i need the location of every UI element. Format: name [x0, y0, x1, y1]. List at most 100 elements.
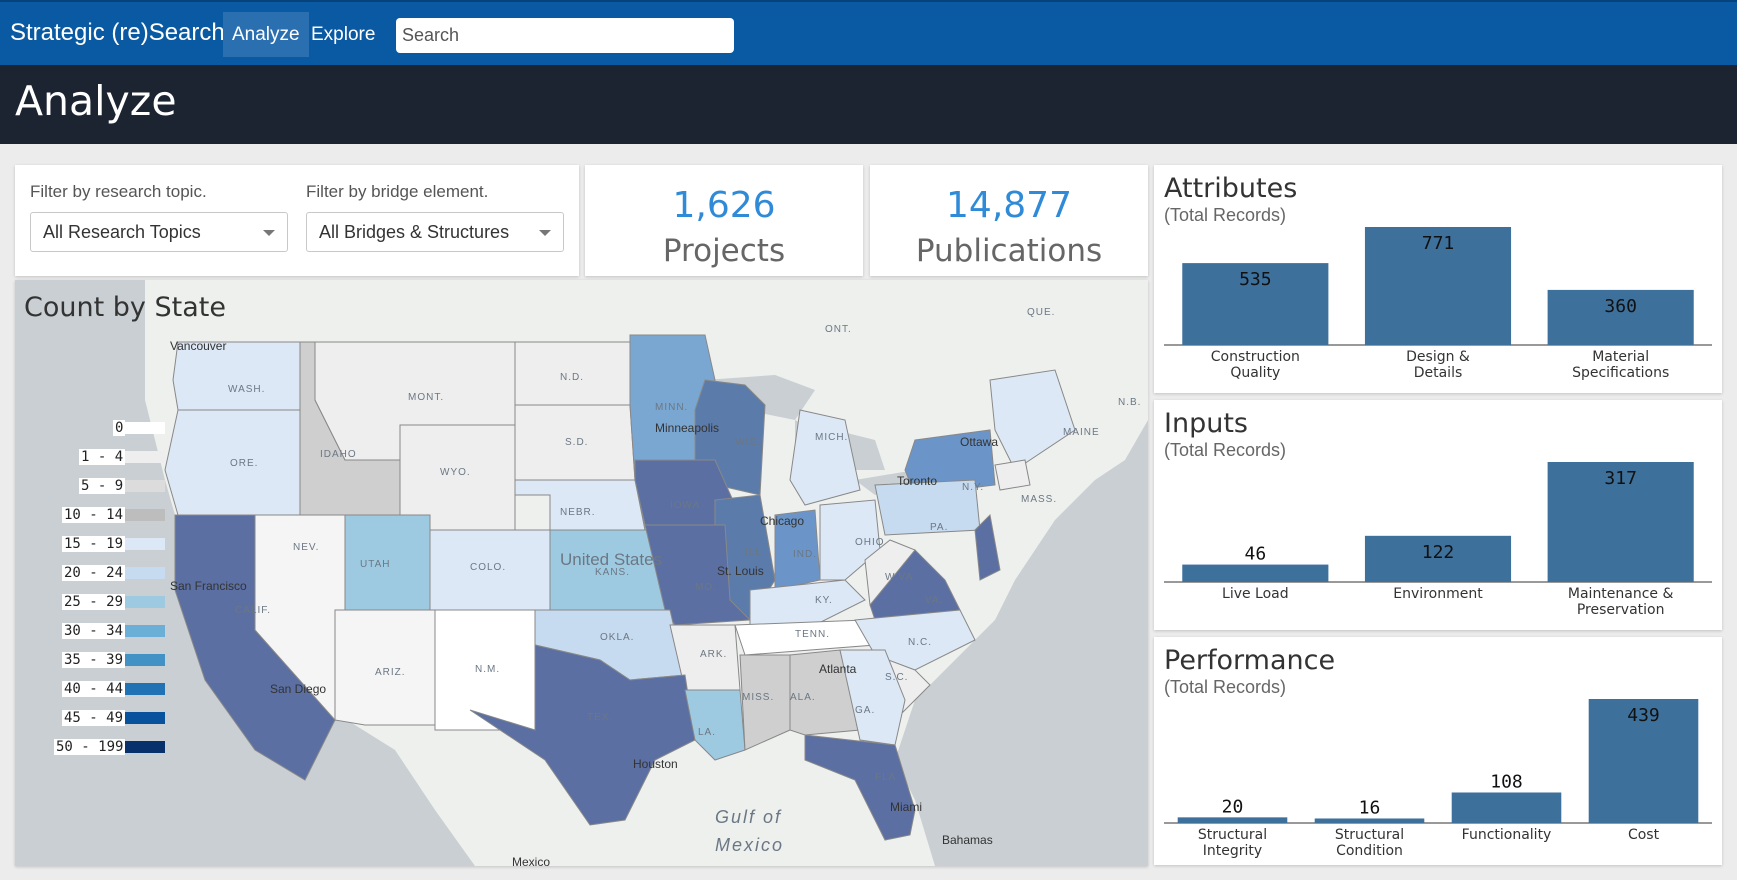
- projects-stat-card: 1,626 Projects: [585, 165, 863, 276]
- bar[interactable]: [1182, 564, 1329, 582]
- legend-swatch: [125, 422, 165, 434]
- legend-label: 20 - 24: [62, 565, 126, 581]
- legend-swatch: [125, 567, 165, 579]
- element-filter-select[interactable]: All Bridges & Structures: [306, 212, 564, 252]
- topic-filter-select[interactable]: All Research Topics: [30, 212, 288, 252]
- map-region-label: N.M.: [475, 664, 500, 675]
- nav-analyze[interactable]: Analyze: [223, 12, 309, 57]
- state-la[interactable]: [684, 689, 746, 761]
- state-nj[interactable]: [974, 513, 1001, 581]
- map-region-label: PA.: [930, 522, 948, 533]
- category-label: Cost: [1628, 827, 1660, 843]
- legend-swatch: [125, 509, 165, 521]
- inputs-chart-title: Inputs: [1164, 408, 1248, 439]
- legend-label: 35 - 39: [62, 652, 126, 668]
- map-region-label: QUE.: [1027, 307, 1055, 318]
- map-region-label: MICH.: [815, 432, 848, 443]
- map-region-label: ARK.: [700, 649, 727, 660]
- search-input[interactable]: [396, 18, 734, 53]
- bar[interactable]: [1364, 535, 1512, 582]
- map-region-label: CALIF.: [235, 605, 271, 616]
- filters-card: Filter by research topic. All Research T…: [15, 165, 579, 276]
- state-fl[interactable]: [804, 734, 916, 841]
- bar[interactable]: [1182, 263, 1329, 345]
- bar[interactable]: [1314, 818, 1425, 823]
- city-label: Atlanta: [819, 662, 857, 676]
- legend-swatch: [125, 683, 165, 695]
- legend-label: 30 - 34: [62, 623, 126, 639]
- state-al[interactable]: [789, 649, 861, 736]
- legend-label: 1 - 4: [79, 449, 126, 465]
- map-region-label: MINN.: [655, 402, 688, 413]
- legend-swatch: [125, 625, 165, 637]
- performance-chart-subtitle: (Total Records): [1164, 677, 1287, 697]
- nav-explore[interactable]: Explore: [311, 24, 376, 45]
- map-region-label: MAINE: [1063, 427, 1100, 438]
- map-region-label: WIS.: [735, 437, 761, 448]
- city-labels: Vancouver Minneapolis Ottawa Toronto Chi…: [170, 339, 998, 847]
- top-navbar: Strategic (re)Search Analyze Explore: [0, 0, 1737, 65]
- category-label: Design &: [1406, 349, 1470, 365]
- legend-swatch: [125, 538, 165, 550]
- map-region-label: IDAHO: [320, 449, 357, 460]
- category-label: Condition: [1336, 843, 1403, 859]
- states: [164, 334, 1076, 841]
- category-label: Maintenance &: [1568, 586, 1674, 602]
- map-region-label: COLO.: [470, 562, 506, 573]
- legend-swatch: [125, 451, 165, 463]
- topic-filter-value: All Research Topics: [43, 222, 201, 242]
- inputs-chart-subtitle: (Total Records): [1164, 440, 1287, 460]
- map-region-label: WYO.: [440, 467, 471, 478]
- map-region-label: N.Y.: [962, 482, 984, 493]
- state-va[interactable]: [869, 549, 961, 621]
- state-ma[interactable]: [994, 459, 1031, 491]
- attributes-chart-title: Attributes: [1164, 173, 1298, 204]
- legend-swatch: [125, 654, 165, 666]
- city-label: Miami: [890, 800, 922, 814]
- state-me[interactable]: [989, 369, 1076, 471]
- bar[interactable]: [1547, 289, 1694, 345]
- bar[interactable]: [1177, 817, 1288, 823]
- brand-link[interactable]: Strategic (re)Search: [10, 19, 225, 46]
- map-region-label: MO.: [695, 582, 717, 593]
- legend-row: 20 - 24: [15, 565, 175, 581]
- city-label: Toronto: [897, 474, 937, 488]
- state-tx[interactable]: [469, 644, 696, 826]
- performance-chart-card: 20 Structural Integrity 16 Structural Conditi…: [1154, 637, 1722, 865]
- projects-count: 1,626: [672, 185, 776, 226]
- state-ga[interactable]: [839, 649, 906, 746]
- city-label: San Francisco: [170, 579, 247, 593]
- state-map[interactable]: WASH. MONT. N.D. MINN. ONT. QUE. N.B. MA…: [15, 280, 1148, 866]
- legend-row: 50 - 199: [15, 739, 175, 755]
- state-az[interactable]: [334, 609, 436, 726]
- bar-value-label: 439: [1627, 705, 1660, 726]
- category-label: Specifications: [1572, 365, 1669, 381]
- legend-row: 40 - 44: [15, 681, 175, 697]
- map-region-label: FLA.: [875, 772, 900, 783]
- legend-row: 15 - 19: [15, 536, 175, 552]
- map-region-label: OKLA.: [600, 632, 634, 643]
- map-region-label: TEX.: [587, 712, 613, 723]
- map-region-label: S.C.: [885, 672, 908, 683]
- city-label: Ottawa: [960, 435, 998, 449]
- bar[interactable]: [1451, 792, 1562, 823]
- category-label: Preservation: [1577, 602, 1665, 618]
- state-ky[interactable]: [749, 579, 866, 626]
- bar[interactable]: [1588, 699, 1699, 823]
- page-title: Analyze: [15, 77, 177, 125]
- map-region-label: WASH.: [228, 384, 265, 395]
- bar[interactable]: [1547, 462, 1694, 582]
- map-region-label: S.D.: [565, 437, 588, 448]
- map-region-label: OHIO: [855, 537, 885, 548]
- state-mi[interactable]: [789, 409, 861, 506]
- legend-swatch: [125, 596, 165, 608]
- bar[interactable]: [1364, 227, 1512, 345]
- legend-row: 30 - 34: [15, 623, 175, 639]
- category-label: Environment: [1393, 586, 1483, 602]
- performance-chart-title: Performance: [1164, 645, 1336, 676]
- city-label: Houston: [633, 757, 678, 771]
- city-label: Bahamas: [942, 833, 993, 847]
- city-label: Minneapolis: [655, 421, 719, 435]
- map-region-label: N.D.: [560, 372, 584, 383]
- topic-filter-label: Filter by research topic.: [30, 182, 207, 201]
